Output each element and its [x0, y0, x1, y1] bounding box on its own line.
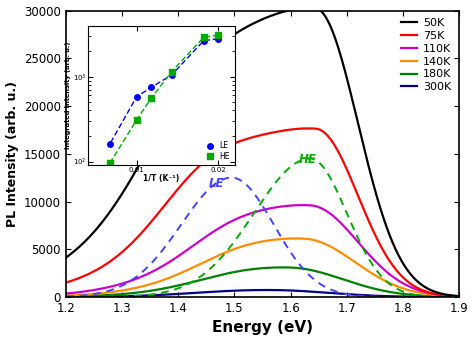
110K	[445, 294, 451, 298]
180K	[373, 287, 379, 291]
HE	[134, 118, 139, 122]
Text: HE: HE	[299, 153, 317, 166]
HE	[201, 35, 207, 40]
HE	[169, 70, 174, 74]
HE	[107, 161, 112, 165]
50K	[445, 293, 451, 297]
110K	[254, 209, 260, 213]
180K	[445, 295, 451, 299]
LE	[216, 37, 221, 41]
50K	[244, 25, 249, 29]
50K	[254, 20, 260, 24]
110K	[244, 213, 249, 217]
LE	[201, 39, 207, 43]
180K	[456, 295, 462, 299]
180K	[83, 294, 89, 298]
75K	[63, 281, 69, 285]
75K	[83, 273, 89, 277]
75K	[305, 127, 311, 131]
HE	[216, 33, 221, 37]
140K	[292, 236, 298, 240]
Line: 110K: 110K	[66, 205, 459, 296]
Line: 75K: 75K	[66, 129, 459, 297]
75K	[456, 295, 462, 299]
Line: LE: LE	[107, 36, 221, 147]
300K	[254, 288, 260, 292]
110K	[300, 203, 305, 207]
50K	[63, 255, 69, 260]
50K	[373, 191, 379, 195]
180K	[244, 268, 249, 272]
300K	[83, 295, 89, 299]
LE	[134, 95, 139, 99]
50K	[456, 294, 462, 298]
LE	[169, 73, 174, 77]
110K	[63, 292, 69, 296]
300K	[445, 295, 450, 299]
140K	[254, 240, 260, 244]
180K	[279, 265, 285, 269]
X-axis label: 1/T (K⁻¹): 1/T (K⁻¹)	[143, 174, 179, 183]
Text: LE: LE	[209, 177, 225, 190]
140K	[83, 293, 89, 297]
110K	[373, 260, 379, 264]
Line: 50K: 50K	[66, 8, 459, 296]
75K	[445, 294, 451, 298]
110K	[445, 294, 450, 298]
140K	[456, 294, 462, 298]
300K	[264, 288, 270, 292]
180K	[63, 295, 69, 299]
75K	[254, 134, 260, 138]
300K	[373, 294, 379, 298]
140K	[373, 273, 379, 278]
HE	[148, 96, 154, 100]
140K	[445, 294, 451, 298]
300K	[244, 288, 249, 292]
140K	[244, 243, 249, 247]
50K	[445, 293, 450, 297]
140K	[63, 294, 69, 298]
LE	[148, 85, 154, 89]
50K	[83, 238, 89, 242]
Line: 300K: 300K	[66, 290, 459, 297]
300K	[456, 295, 462, 299]
300K	[445, 295, 451, 299]
75K	[373, 234, 379, 238]
Line: 140K: 140K	[66, 238, 459, 296]
110K	[456, 294, 462, 298]
Y-axis label: PL Intensity (arb. u.): PL Intensity (arb. u.)	[6, 81, 18, 227]
Legend: LE, HE: LE, HE	[207, 140, 231, 162]
180K	[254, 267, 260, 271]
180K	[445, 295, 450, 299]
75K	[244, 137, 249, 141]
50K	[306, 6, 311, 10]
X-axis label: Energy (eV): Energy (eV)	[212, 321, 313, 336]
140K	[445, 294, 450, 298]
LE	[107, 142, 112, 146]
110K	[83, 289, 89, 293]
Line: HE: HE	[107, 32, 221, 166]
Y-axis label: Integrated Intensity (arb. u.): Integrated Intensity (arb. u.)	[65, 42, 71, 149]
75K	[445, 294, 450, 298]
Legend: 50K, 75K, 110K, 140K, 180K, 300K: 50K, 75K, 110K, 140K, 180K, 300K	[399, 16, 454, 94]
Line: 180K: 180K	[66, 267, 459, 297]
300K	[63, 295, 69, 299]
